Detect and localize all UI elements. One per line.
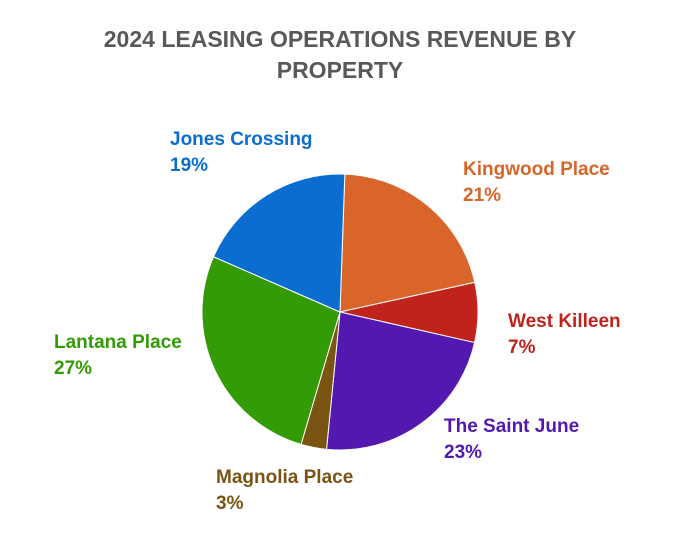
pie-slice-jones-crossing bbox=[212, 173, 346, 313]
pie-slice-kingwood-place bbox=[339, 173, 476, 313]
slice-label-magnolia-place: Magnolia Place bbox=[216, 467, 353, 488]
slice-label-the-saint-june: The Saint June bbox=[444, 416, 579, 437]
slice-label-jones-crossing: Jones Crossing bbox=[170, 129, 313, 150]
slice-label-kingwood-place: Kingwood Place bbox=[463, 159, 610, 180]
slice-value-kingwood-place: 21% bbox=[463, 185, 501, 206]
pie-slice-the-saint-june bbox=[325, 311, 476, 451]
slice-value-lantana-place: 27% bbox=[54, 358, 92, 379]
slice-label-lantana-place: Lantana Place bbox=[54, 332, 182, 353]
slice-value-jones-crossing: 19% bbox=[170, 155, 208, 176]
pie-slice-lantana-place bbox=[201, 256, 341, 446]
chart-title: 2024 LEASING OPERATIONS REVENUE BY PROPE… bbox=[103, 26, 577, 83]
slice-value-the-saint-june: 23% bbox=[444, 442, 482, 463]
slice-value-magnolia-place: 3% bbox=[216, 493, 244, 514]
slice-value-west-killeen: 7% bbox=[508, 337, 536, 358]
slice-label-west-killeen: West Killeen bbox=[508, 311, 621, 332]
